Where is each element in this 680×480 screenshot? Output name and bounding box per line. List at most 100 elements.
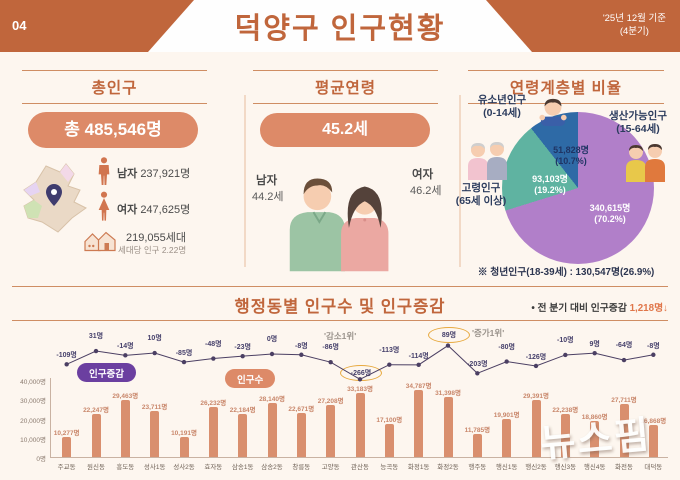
female-icon: [98, 191, 110, 221]
bar-value-label: 17,100명: [376, 417, 403, 425]
change-value-label: 0명: [266, 336, 278, 343]
bar-value-label: 18,860명: [581, 413, 608, 421]
bar-value-label: 22,671명: [288, 406, 315, 414]
bar-value-label: 10,277명: [53, 430, 80, 438]
section-title-total-population: 총인구: [22, 70, 207, 104]
change-line-series: [64, 343, 656, 382]
house-icon: [84, 231, 116, 252]
population-bar: [62, 437, 72, 457]
bar-value-label: 34,787명: [405, 383, 432, 391]
dong-label: 능곡동: [380, 464, 399, 471]
page-title: 덕양구 인구현황: [234, 13, 446, 45]
population-bar: [355, 393, 365, 457]
population-bar: [120, 400, 130, 457]
header-bar: 04 덕양구 인구현황 '25년 12월 기준 (4분기): [0, 0, 680, 52]
bar-value-label: 11,785명: [464, 427, 491, 435]
population-bar: [414, 390, 424, 457]
pie-label-youth: 51,828명 (10.7%): [553, 145, 589, 166]
elderly-label: 고령인구 (65세 이상): [455, 182, 507, 207]
change-value-label: -203명: [467, 361, 488, 369]
district-map: [23, 163, 87, 233]
average-age-badge: 45.2세: [260, 113, 430, 147]
section-title-average-age: 평균연령: [253, 70, 438, 104]
dong-label: 행신1동: [495, 464, 518, 471]
pie-label-elderly: 93,103명 (19.2%): [532, 174, 568, 195]
map-pin-icon: [46, 184, 62, 206]
change-value-label: -113명: [379, 346, 400, 354]
bar-value-label: 22,247명: [83, 407, 109, 415]
y-axis-tick: 0명: [36, 456, 46, 463]
change-value-label: -126명: [525, 353, 547, 361]
per-household: 세대당 인구 2.22명: [118, 245, 187, 255]
change-value-label: -80명: [498, 343, 515, 351]
change-value-label: -114명: [408, 352, 429, 360]
change-value-label: -48명: [205, 340, 222, 348]
total-population-badge: 총 485,546명: [28, 112, 198, 148]
rank-increase-annotation: '증가1위': [472, 328, 505, 338]
male-age-label: 남자: [256, 175, 278, 187]
dong-label: 고양동: [321, 464, 340, 471]
y-axis-tick: 10,000명: [20, 436, 46, 444]
y-axis-tick: 40,000명: [20, 379, 46, 386]
population-bar: [648, 424, 658, 457]
legend-population-change: 인구증감: [77, 363, 136, 382]
quarterly-change-value: 1,218명↓: [629, 303, 668, 314]
quarterly-change-note: • 전 분기 대비 인구증감 1,218명↓: [531, 303, 668, 314]
male-age-value: 44.2세: [252, 191, 284, 203]
change-value-label: 9명: [589, 341, 600, 349]
population-bar: [443, 396, 453, 457]
dong-label: 화정2동: [437, 464, 459, 471]
youth-footnote: ※ 청년인구(18-39세) : 130,547명(26.9%): [477, 267, 655, 278]
watermark: 뉴스핌: [538, 414, 653, 466]
population-bar: [619, 403, 629, 457]
male-count: 남자 237,921명: [117, 168, 191, 180]
section-title-age-groups: 연령계층별 비율: [468, 70, 664, 104]
bar-value-label: 23,711명: [141, 404, 168, 412]
dong-label: 대덕동: [644, 464, 663, 471]
population-bar: [238, 414, 248, 457]
population-bar: [560, 414, 570, 457]
population-bar: [296, 413, 306, 457]
y-axis-tick: 30,000명: [20, 398, 46, 406]
y-axis-tick: 20,000명: [20, 417, 46, 425]
dong-label: 삼송2동: [261, 464, 283, 471]
divider-line: [12, 286, 668, 287]
population-bar: [179, 437, 189, 457]
legend-population: 인구수: [225, 369, 276, 388]
couple-illustration: [289, 178, 389, 272]
population-bar: [326, 404, 336, 457]
column-divider: [244, 95, 246, 267]
y-axis-line: [50, 378, 51, 457]
population-bar: [267, 402, 277, 457]
dong-label: 행신4동: [583, 464, 606, 471]
bar-value-label: 16,868명: [640, 417, 667, 425]
rank-decrease-annotation: '감소1위': [324, 331, 357, 341]
male-icon: [98, 157, 110, 185]
dong-label: 행주동: [468, 464, 487, 471]
change-value-label: 89명: [428, 327, 470, 343]
bar-value-label: 19,901명: [493, 411, 520, 419]
bar-value-label: 10,191명: [171, 430, 197, 438]
dong-label: 행신2동: [525, 464, 547, 471]
dong-population-chart: 인구증감 인구수 '감소1위' '증가1위' 10,277명 주교동 -109명 22…: [8, 324, 672, 480]
dong-label: 원신동: [87, 464, 105, 471]
page-number: 04: [12, 18, 27, 33]
change-value-label: -23명: [234, 344, 251, 352]
dong-label: 성사1동: [143, 464, 166, 471]
bar-value-label: 22,238명: [552, 407, 579, 415]
population-bar: [91, 414, 101, 457]
dong-label: 삼송1동: [231, 464, 254, 471]
bar-value-label: 26,232명: [200, 399, 227, 407]
bar-value-label: 28,140명: [259, 395, 285, 403]
bar-value-label: 33,183명: [347, 386, 373, 394]
change-value-label: -64명: [615, 342, 633, 350]
dong-label: 흥도동: [116, 464, 135, 471]
age-group-pie-chart: [502, 112, 654, 264]
change-value-label: -86명: [322, 344, 339, 352]
female-age-value: 46.2세: [410, 185, 442, 197]
change-value-label: -14명: [117, 343, 134, 351]
population-bar: [208, 406, 218, 457]
dong-label: 창릉동: [292, 464, 311, 471]
dong-chart-title: 행정동별 인구수 및 인구증감: [234, 298, 446, 316]
